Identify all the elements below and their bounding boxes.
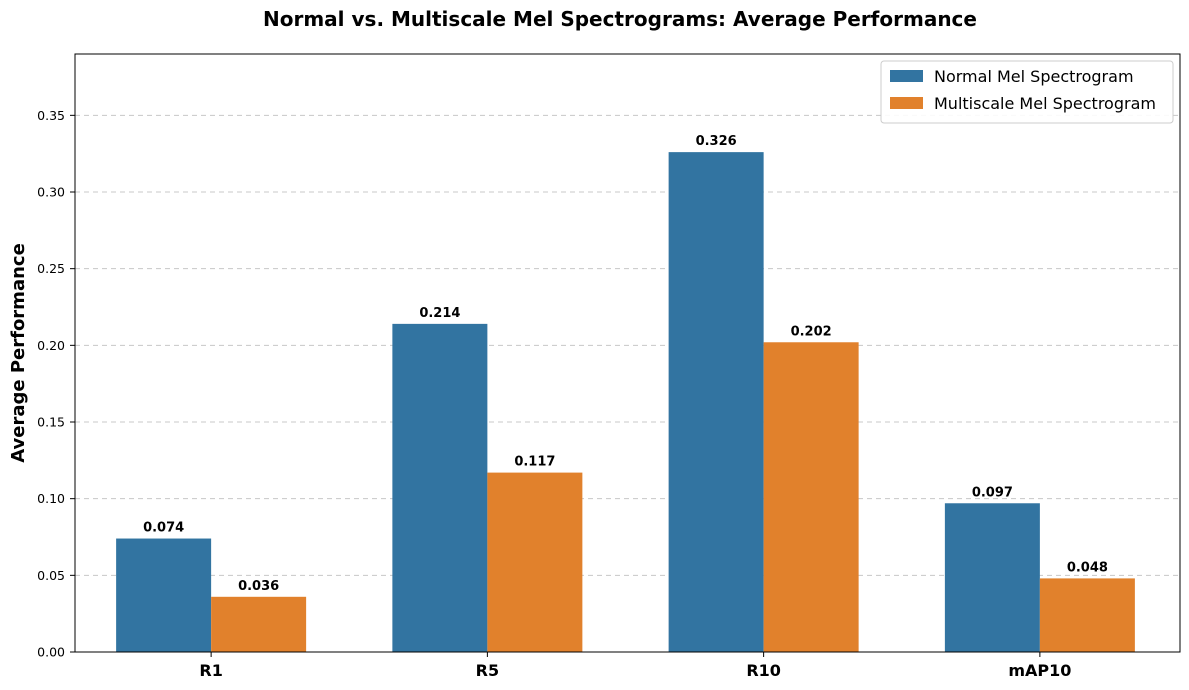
bar — [668, 152, 764, 652]
legend-label: Normal Mel Spectrogram — [934, 67, 1134, 86]
bars — [116, 152, 1135, 652]
x-tick-label: R10 — [746, 661, 781, 680]
y-tick-label: 0.30 — [37, 185, 65, 200]
y-axis-ticks: 0.00 0.05 0.10 0.15 0.20 0.25 0.30 0.35 — [37, 108, 75, 660]
data-label: 0.202 — [791, 324, 832, 339]
data-label: 0.097 — [972, 485, 1013, 500]
legend-box — [880, 60, 1174, 124]
y-tick-label: 0.00 — [37, 645, 65, 660]
bar — [1039, 578, 1135, 652]
data-label: 0.326 — [696, 134, 737, 149]
y-tick-label: 0.10 — [37, 491, 65, 506]
x-tick-label: R5 — [476, 661, 499, 680]
y-tick-label: 0.35 — [37, 108, 65, 123]
x-tick-label: R1 — [199, 661, 222, 680]
bar — [116, 538, 212, 652]
y-tick-label: 0.05 — [37, 568, 65, 583]
legend-swatch — [890, 70, 923, 82]
y-axis-label: Average Performance — [8, 243, 29, 463]
data-label: 0.117 — [514, 455, 555, 470]
plot-frame — [74, 53, 1181, 653]
bar — [392, 323, 488, 652]
data-label: 0.048 — [1067, 560, 1108, 575]
data-label: 0.036 — [238, 579, 279, 594]
data-label: 0.074 — [143, 521, 184, 536]
data-label: 0.214 — [419, 306, 460, 321]
bar — [211, 596, 307, 652]
y-tick-label: 0.25 — [37, 261, 65, 276]
x-tick-label: mAP10 — [1008, 661, 1071, 680]
y-tick-label: 0.15 — [37, 415, 65, 430]
x-axis-ticks: R1 R5 R10 mAP10 — [199, 652, 1071, 680]
legend-swatch — [890, 97, 923, 109]
chart-title: Normal vs. Multiscale Mel Spectrograms: … — [263, 7, 977, 31]
legend-label: Multiscale Mel Spectrogram — [934, 94, 1156, 113]
grid-lines — [75, 114, 1180, 576]
bar — [763, 342, 859, 652]
bar — [944, 503, 1040, 652]
bar — [487, 472, 583, 652]
y-tick-label: 0.20 — [37, 338, 65, 353]
legend: Normal Mel Spectrogram Multiscale Mel Spe… — [880, 60, 1174, 124]
data-labels: 0.074 0.036 0.214 0.117 0.326 0.202 0.097 0.048 — [143, 134, 1108, 594]
